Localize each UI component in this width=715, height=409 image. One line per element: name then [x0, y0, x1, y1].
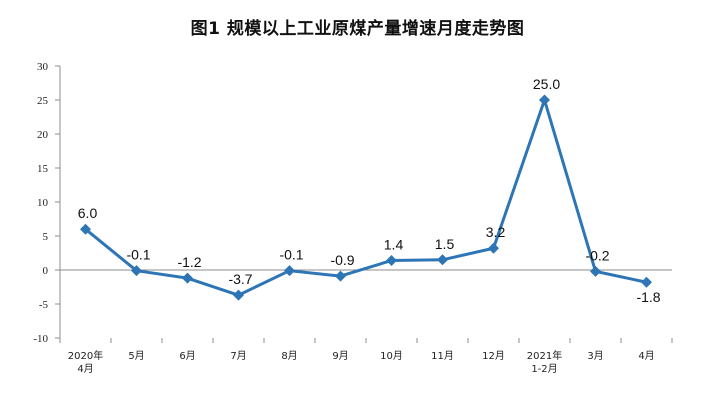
data-label: -1.2	[177, 254, 201, 270]
data-label: -0.1	[279, 247, 303, 263]
y-tick-label: 15	[37, 163, 49, 175]
data-label: 1.5	[435, 236, 455, 252]
data-point-marker	[182, 272, 193, 284]
data-point-marker	[284, 265, 295, 277]
y-tick-label: -10	[33, 333, 48, 345]
x-tick-label: 9月	[332, 350, 348, 362]
data-label: -0.9	[330, 252, 354, 268]
x-tick-label: 5月	[128, 350, 144, 362]
y-tick-label: 20	[37, 129, 49, 141]
y-tick-label: 0	[43, 265, 49, 277]
data-label: 1.4	[384, 236, 404, 252]
x-tick-label: 11月	[431, 350, 454, 362]
data-label: -0.1	[126, 247, 150, 263]
x-tick-label: 3月	[587, 350, 603, 362]
x-tick-label: 6月	[179, 350, 195, 362]
data-label: -3.7	[228, 271, 252, 287]
x-tick-label: 2021年	[527, 349, 562, 362]
data-point-marker	[641, 276, 652, 288]
data-point-marker	[437, 254, 448, 266]
data-label: -0.2	[585, 247, 609, 263]
x-tick-label: 8月	[281, 350, 297, 362]
chart-title: 图1 规模以上工业原煤产量增速月度走势图	[190, 19, 525, 39]
y-tick-label: 25	[37, 95, 49, 107]
y-tick-label: 5	[43, 231, 49, 243]
data-point-marker	[488, 242, 499, 254]
x-tick-label: 2020年	[68, 349, 103, 362]
x-tick-label: 1-2月	[531, 363, 557, 375]
x-tick-label: 4月	[638, 350, 654, 362]
x-tick-label: 4月	[77, 363, 93, 375]
x-tick-label: 12月	[482, 350, 505, 362]
data-label: 25.0	[533, 76, 560, 92]
x-tick-label: 10月	[380, 350, 403, 362]
data-label: 3.2	[486, 224, 506, 240]
data-point-marker	[233, 289, 244, 301]
y-tick-label: -5	[39, 299, 49, 311]
x-tick-label: 7月	[230, 350, 246, 362]
data-point-marker	[80, 223, 91, 235]
data-label: 6.0	[78, 205, 98, 221]
series-line	[84, 98, 648, 297]
data-point-marker	[131, 265, 142, 277]
data-point-marker	[335, 270, 346, 282]
data-point-marker	[590, 265, 601, 277]
y-tick-label: 30	[37, 61, 49, 73]
data-point-marker	[539, 94, 550, 106]
data-label: -1.8	[636, 289, 660, 305]
y-tick-label: 10	[37, 197, 49, 209]
data-point-marker	[386, 254, 397, 266]
